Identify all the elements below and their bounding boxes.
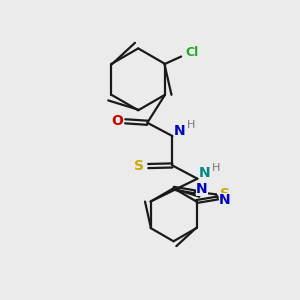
Text: H: H xyxy=(212,163,220,172)
Text: Cl: Cl xyxy=(185,46,199,59)
Text: S: S xyxy=(134,159,144,173)
Text: N: N xyxy=(219,193,231,207)
Text: O: O xyxy=(111,114,123,128)
Text: N: N xyxy=(196,182,208,197)
Text: N: N xyxy=(199,167,211,180)
Text: N: N xyxy=(174,124,185,138)
Text: H: H xyxy=(186,120,195,130)
Text: S: S xyxy=(220,187,230,201)
